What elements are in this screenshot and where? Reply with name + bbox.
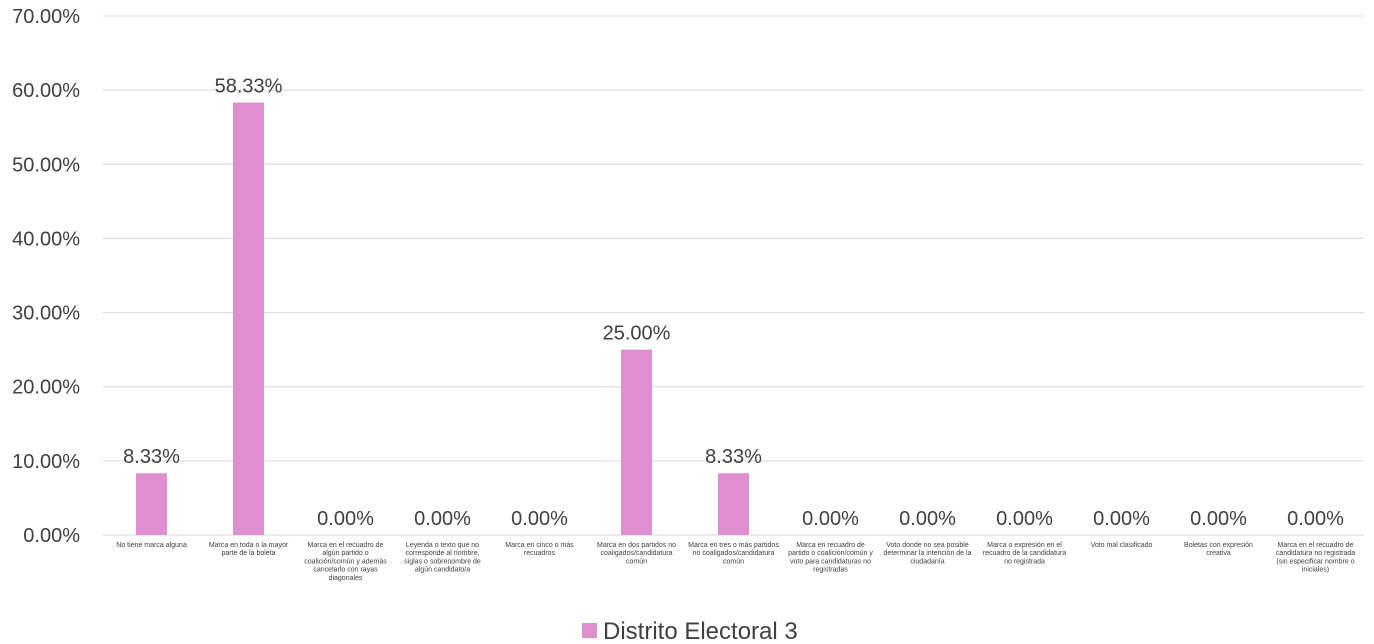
data-labels: 8.33% 58.33% 0.00% 0.00% 0.00% 25.00% 8.33% 0.0… — [123, 76, 1344, 530]
data-label: 58.33% — [215, 76, 283, 98]
gridlines — [103, 15, 1364, 536]
x-category-label: Voto mal clasificado — [1091, 542, 1153, 549]
y-tick-label: 70.00% — [12, 6, 80, 28]
bar — [621, 349, 652, 535]
y-tick-label: 10.00% — [12, 451, 80, 473]
data-label: 0.00% — [1093, 508, 1150, 530]
x-category-label: Marca en recuadro de partido o coalición/… — [788, 542, 873, 574]
data-label: 0.00% — [1190, 508, 1247, 530]
data-label: 0.00% — [802, 508, 859, 530]
data-label: 0.00% — [511, 508, 568, 530]
x-category-label: Marca en toda o la mayor parte de la bole… — [209, 542, 289, 557]
x-axis-category-labels: No tiene marca alguna Marca en toda o la … — [116, 542, 1355, 582]
y-axis-tick-labels: 0.00% 10.00% 20.00% 30.00% 40.00% 50.00% 60.00… — [12, 6, 80, 547]
x-category-label: Marca en el recuadro de candidatura no re… — [1276, 542, 1355, 574]
data-label: 0.00% — [1287, 508, 1344, 530]
x-category-label: Voto donde no sea posible determinar la i… — [884, 542, 972, 565]
x-category-label: Marca en el recuadro de algún partido o co… — [304, 542, 387, 582]
legend: Distrito Electoral 3 — [582, 618, 798, 644]
y-tick-label: 30.00% — [12, 303, 80, 325]
data-label: 0.00% — [996, 508, 1053, 530]
x-category-label: Marca en dos partidos no coaligados/candi… — [597, 542, 676, 565]
data-label: 8.33% — [123, 446, 180, 468]
bar — [718, 473, 749, 535]
x-category-label: Boletas con expresión creativa — [1184, 542, 1253, 557]
bar — [136, 473, 167, 535]
bar — [233, 102, 264, 535]
data-label: 8.33% — [705, 446, 762, 468]
x-category-label: No tiene marca alguna — [116, 542, 187, 549]
data-label: 0.00% — [414, 508, 471, 530]
x-category-label: Leyenda o texto que no corresponde al nom… — [404, 542, 481, 574]
y-tick-label: 20.00% — [12, 377, 80, 399]
data-label: 25.00% — [603, 323, 671, 345]
legend-swatch — [582, 623, 597, 638]
x-category-label: Marca o expresión en el recuadro de la ca… — [983, 542, 1066, 565]
legend-label: Distrito Electoral 3 — [603, 618, 798, 644]
y-tick-label: 60.00% — [12, 80, 80, 102]
y-tick-label: 40.00% — [12, 228, 80, 250]
data-label: 0.00% — [317, 508, 374, 530]
y-tick-label: 50.00% — [12, 154, 80, 176]
data-label: 0.00% — [899, 508, 956, 530]
x-category-label: Marca en tres o más partidos no coaligado… — [688, 542, 779, 565]
x-category-label: Marca en cinco o más recuadros — [505, 542, 574, 557]
y-tick-label: 0.00% — [23, 525, 80, 547]
bars — [136, 102, 749, 535]
